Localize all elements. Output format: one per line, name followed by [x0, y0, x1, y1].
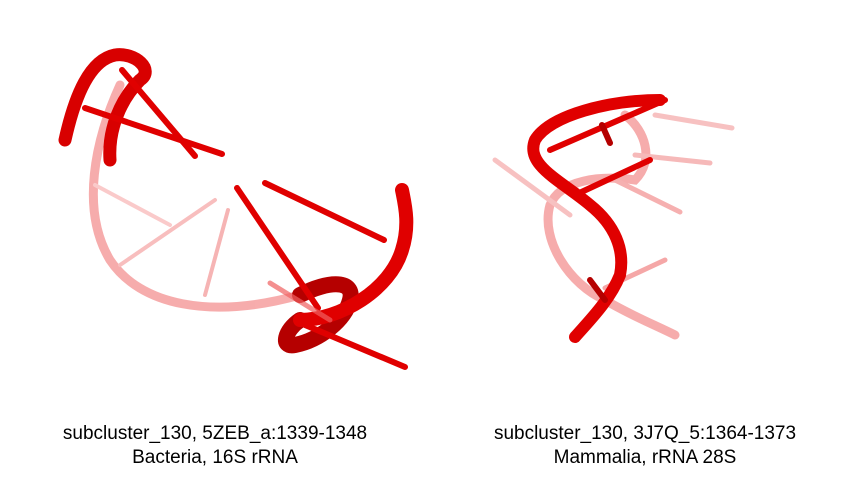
- base-rung: [572, 157, 653, 198]
- structure-panel-right: subcluster_130, 3J7Q_5:1364-1373 Mammali…: [430, 0, 860, 480]
- base-rung: [492, 157, 573, 218]
- base-rung: [302, 322, 408, 370]
- base-rung: [547, 97, 668, 153]
- backbone-right-strand: [293, 183, 414, 327]
- base-rung: [632, 152, 713, 166]
- base-rung: [82, 105, 225, 157]
- caption-structure-id: subcluster_130, 5ZEB_a:1339-1348: [62, 423, 368, 444]
- caption-structure-id: subcluster_130, 3J7Q_5:1364-1373: [493, 423, 797, 444]
- base-rung: [587, 277, 608, 303]
- base-rung: [118, 198, 217, 267]
- backbone-top-loop: [58, 48, 152, 167]
- base-rung: [262, 180, 387, 243]
- base-rung: [599, 122, 613, 146]
- base-rung: [203, 208, 230, 297]
- structure-panel-left: subcluster_130, 5ZEB_a:1339-1348 Bacteri…: [58, 48, 414, 468]
- caption-organism: Mammalia, rRNA 28S: [553, 447, 737, 468]
- backbone-bottom-loop: [278, 276, 359, 354]
- base-rung: [612, 177, 683, 215]
- base-rung: [267, 280, 333, 323]
- base-rung: [652, 112, 735, 131]
- caption-organism: Bacteria, 16S rRNA: [132, 447, 298, 468]
- base-rung: [93, 183, 172, 227]
- rna-structure-right: [492, 94, 735, 343]
- base-rung: [234, 185, 321, 311]
- backbone-front-strand: [527, 94, 666, 343]
- rna-structure-left: [58, 48, 414, 370]
- base-rung: [119, 67, 198, 159]
- backbone-back-segment: [88, 80, 305, 312]
